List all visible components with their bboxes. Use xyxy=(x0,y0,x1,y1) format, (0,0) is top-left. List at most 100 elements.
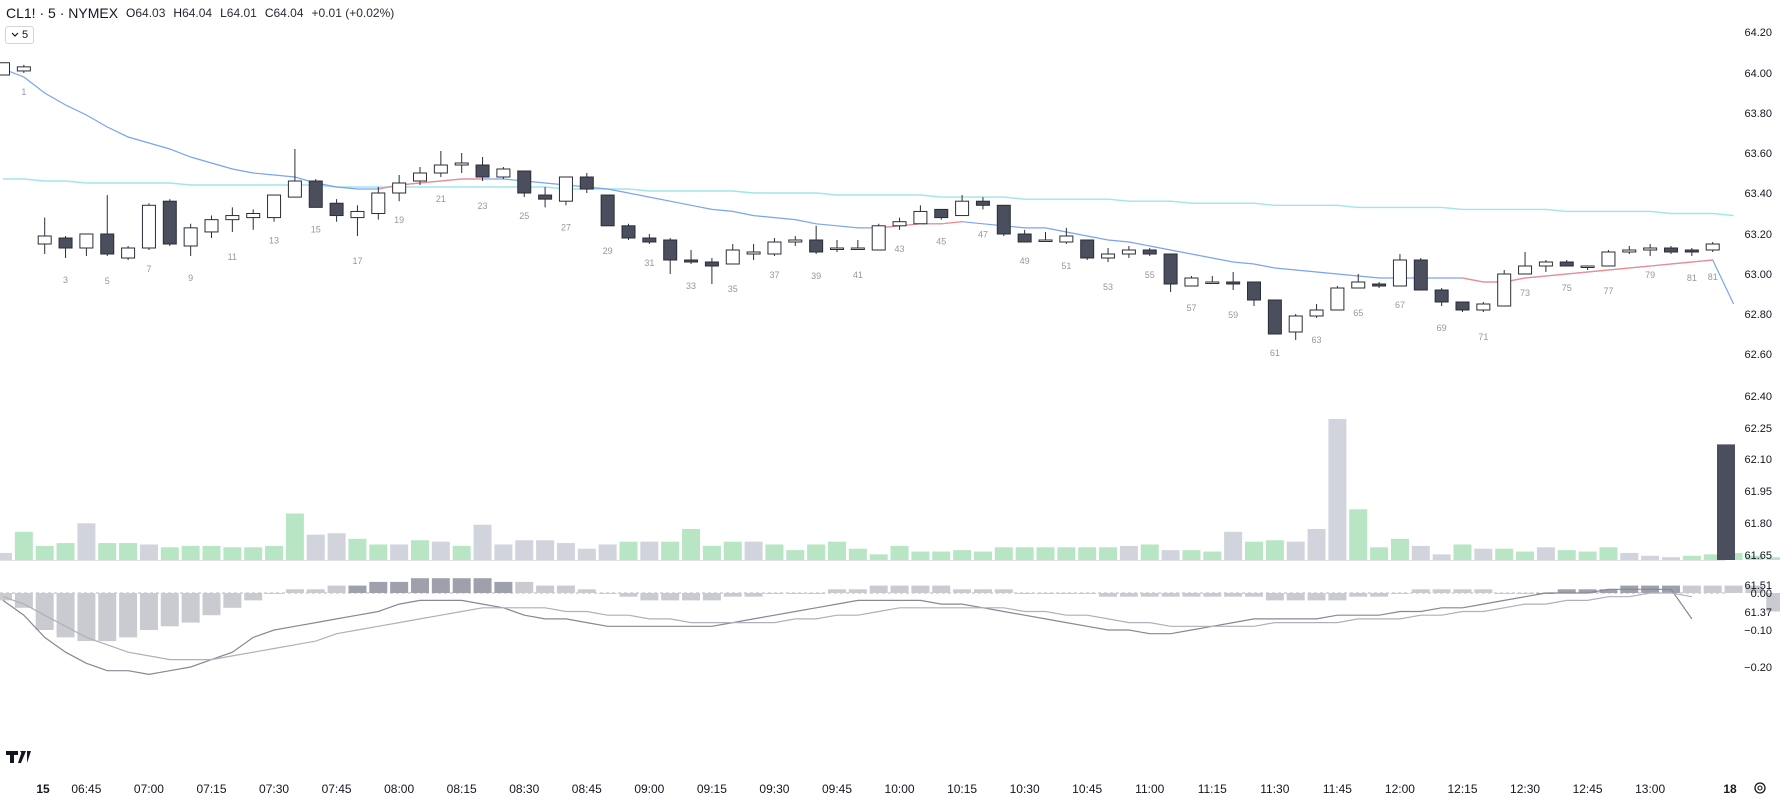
bar-number: 81 xyxy=(1708,272,1718,282)
candle xyxy=(871,223,886,251)
candle-body xyxy=(871,225,886,251)
volume-bar xyxy=(265,545,284,560)
volume-bar xyxy=(56,543,75,560)
symbol-title[interactable]: CL1! · 5 · NYMEX xyxy=(6,5,119,21)
candle-body xyxy=(1121,249,1136,255)
settings-gear-icon[interactable] xyxy=(1754,782,1766,794)
bar-number: 53 xyxy=(1103,282,1113,292)
candle-body xyxy=(892,221,907,227)
volume-bar xyxy=(1370,547,1389,560)
ohlc-close: C64.04 xyxy=(265,6,304,20)
macd-histogram-bar xyxy=(890,585,909,593)
macd-axis-label: −0.20 xyxy=(1744,662,1772,674)
candle-body xyxy=(1413,259,1428,291)
bar-number: 51 xyxy=(1061,261,1071,271)
candle-body xyxy=(162,200,177,245)
low-value: 64.01 xyxy=(226,6,257,20)
macd-histogram-bar xyxy=(828,589,846,593)
candle xyxy=(1559,260,1574,267)
ohlc-high: H64.04 xyxy=(173,6,212,20)
candle-body xyxy=(517,170,532,194)
candle xyxy=(913,205,928,225)
tradingview-logo[interactable] xyxy=(6,751,31,763)
candle xyxy=(1059,227,1074,244)
volume-bar xyxy=(1140,544,1159,560)
candle xyxy=(1476,302,1491,312)
candle xyxy=(287,149,302,198)
macd-histogram-bar xyxy=(1599,589,1618,593)
macd-histogram-bar xyxy=(223,593,242,608)
candle-body xyxy=(1684,249,1699,253)
candle-body xyxy=(1163,253,1178,285)
bar-number: 37 xyxy=(769,270,779,280)
candle xyxy=(1017,229,1032,243)
candle xyxy=(1413,258,1428,291)
candle xyxy=(1330,286,1345,311)
bar-number: 71 xyxy=(1478,332,1488,342)
bar-number: 57 xyxy=(1186,303,1196,313)
volume-bar xyxy=(1766,557,1780,560)
candle-body xyxy=(246,213,261,219)
candle xyxy=(684,250,699,264)
volume-bar xyxy=(661,541,680,560)
bar-number: 39 xyxy=(811,271,821,281)
candle-body xyxy=(1226,281,1241,285)
volume-bar xyxy=(1620,552,1639,560)
time-axis-label: 08:00 xyxy=(384,782,414,796)
candle-body xyxy=(79,233,94,249)
bar-number: 77 xyxy=(1603,286,1613,296)
macd-histogram-bar xyxy=(1182,593,1201,597)
time-axis-label: 09:30 xyxy=(759,782,789,796)
price-axis-label: 63.00 xyxy=(1744,269,1772,281)
fast-ma-line xyxy=(2,68,1735,305)
price-axis-label: 62.60 xyxy=(1744,349,1772,361)
volume-bar xyxy=(1516,551,1535,560)
candle-body xyxy=(704,261,719,267)
volume-bar xyxy=(932,551,951,560)
macd-line xyxy=(2,588,1693,676)
macd-layer xyxy=(0,578,1780,676)
indicators-collapse-button[interactable]: 5 xyxy=(5,26,35,44)
volume-bar xyxy=(1224,531,1243,560)
macd-histogram-bar xyxy=(723,593,742,597)
time-axis-label: 09:15 xyxy=(697,782,727,796)
candle xyxy=(809,225,824,254)
candle-body xyxy=(1330,287,1345,311)
bar-number: 55 xyxy=(1145,270,1155,280)
macd-histogram-bar xyxy=(556,585,575,593)
candle xyxy=(454,153,469,173)
candle xyxy=(558,176,573,206)
price-axis[interactable]: 64.20 64.00 63.80 63.60 63.40 63.20 63.00 62.80… xyxy=(1744,27,1772,674)
price-axis-label: 61.37 xyxy=(1744,607,1772,619)
candle xyxy=(1309,304,1324,318)
candle xyxy=(329,199,344,222)
bar-number: 43 xyxy=(895,244,905,254)
volume-bar xyxy=(1682,555,1701,560)
bar-number: 79 xyxy=(1645,270,1655,280)
candle xyxy=(496,167,511,179)
macd-histogram-bar xyxy=(452,578,471,593)
candle xyxy=(704,258,719,284)
time-axis-label: 10:30 xyxy=(1010,782,1040,796)
bar-number: 9 xyxy=(188,273,193,283)
volume-bar xyxy=(1641,555,1660,560)
candle xyxy=(246,209,261,230)
price-axis-label: 61.80 xyxy=(1744,518,1772,530)
macd-axis-label: 0.00 xyxy=(1751,588,1772,600)
bar-number: 63 xyxy=(1312,335,1322,345)
bar-number: 3 xyxy=(63,275,68,285)
candle xyxy=(1226,272,1241,290)
candle-body xyxy=(413,172,427,182)
volume-bar xyxy=(369,544,388,560)
bar-number: 29 xyxy=(603,246,613,256)
volume-bar xyxy=(1599,547,1618,560)
macd-histogram-bar xyxy=(973,589,992,593)
volume-bar xyxy=(119,543,138,560)
bar-number: 7 xyxy=(146,264,151,274)
candle xyxy=(1184,276,1199,287)
time-axis[interactable]: 15 06:45 07:00 07:15 07:30 07:45 08:00 08:15 08:… xyxy=(36,782,1737,796)
candle-body xyxy=(1059,235,1074,243)
candle xyxy=(1142,248,1157,256)
volume-bar xyxy=(494,544,513,560)
